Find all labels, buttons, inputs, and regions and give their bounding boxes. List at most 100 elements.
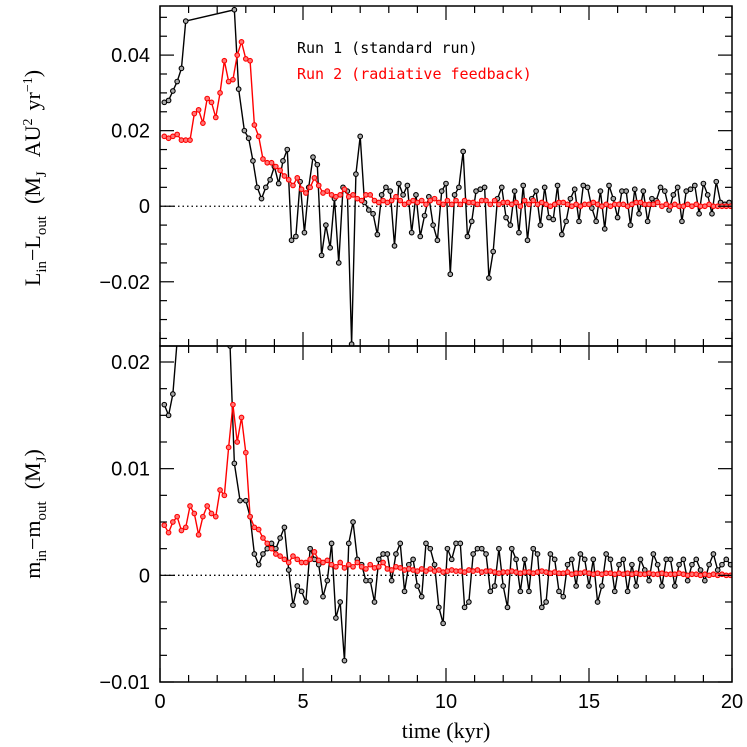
top-series-2-point — [217, 90, 223, 96]
bottom-series-1-point — [483, 551, 489, 557]
bottom-series-1-point — [298, 588, 305, 595]
top-series-2-point — [230, 76, 236, 83]
top-series-2-point — [208, 99, 215, 106]
top-series-2-point — [285, 176, 292, 183]
bottom-series-1-point — [367, 577, 374, 584]
top-series-2-point — [303, 190, 309, 196]
bottom-series-1-point — [607, 556, 614, 563]
top-series-1-point — [464, 233, 471, 240]
top-series-1-point — [404, 182, 411, 189]
bottom-series-1-point — [590, 556, 597, 563]
bottom-series-1-point — [521, 556, 528, 563]
top-series-1-point — [486, 275, 492, 281]
bottom-series-1-point — [560, 593, 567, 600]
top-series-1-point — [498, 184, 505, 191]
top-series-1-point — [644, 218, 651, 225]
bottom-series-1-point — [616, 561, 622, 568]
top-series-2-point — [350, 192, 356, 198]
bottom-series-2-point — [436, 567, 442, 573]
top-series-1-point — [640, 188, 647, 194]
bottom-series-1-point — [689, 561, 695, 568]
top-series-2-point — [388, 197, 395, 204]
bottom-series-1-point — [341, 657, 348, 664]
top-series-1-point — [704, 192, 711, 198]
top-series-1-point — [370, 210, 376, 217]
bottom-series-1-point — [680, 556, 687, 563]
top-series-1-point — [301, 229, 308, 236]
top-series-1-point — [456, 184, 462, 191]
top-series-2-point — [431, 195, 438, 202]
top-series-2-point — [195, 107, 202, 113]
top-series-1-point — [589, 205, 595, 211]
bottom-series-2-point — [268, 545, 275, 552]
bottom-series-1-point — [500, 583, 507, 589]
top-series-1-point — [262, 184, 269, 191]
top-series-2-point — [491, 197, 498, 204]
bottom-series-2-point — [225, 444, 232, 451]
top-series-1-point — [323, 222, 329, 228]
bottom-series-1-point — [530, 545, 537, 552]
bottom-series-1-point — [277, 535, 283, 541]
top-series-1-point — [178, 65, 185, 72]
bottom-series-2-point — [208, 510, 215, 517]
bottom-series-1-point — [538, 604, 545, 611]
top-series-1-point — [460, 148, 467, 155]
bottom-series-1-point — [410, 556, 416, 563]
bottom-series-1-point — [671, 583, 678, 589]
bottom-series-1-point — [478, 545, 485, 552]
bottom-series-1-point — [504, 604, 511, 611]
bottom-series-2-point — [337, 559, 344, 566]
bottom-series-2-point — [195, 531, 202, 538]
top-series-1-point — [241, 127, 248, 134]
top-series-1-point — [503, 214, 509, 221]
bottom-series-1-point — [547, 551, 554, 557]
top-series-2-point — [457, 201, 464, 208]
top-series-1-point — [550, 216, 557, 223]
top-series-1-point — [250, 158, 256, 164]
top-series-2-point — [367, 192, 374, 198]
top-series-1-point — [417, 233, 424, 240]
top-series-1-point — [383, 184, 389, 191]
bottom-series-1-point — [307, 545, 314, 552]
bottom-series-1-point — [461, 604, 468, 611]
top-series-1-point — [516, 229, 522, 236]
bottom-series-1-point — [633, 583, 640, 589]
top-series-1-point — [374, 231, 381, 238]
top-series-1-point — [284, 146, 291, 153]
top-series-1-point — [537, 222, 544, 228]
bottom-series-1-point — [517, 588, 524, 595]
top-y-ticks: −0.02 0 0.02 0.04 — [99, 6, 733, 346]
bottom-series-1-point — [444, 545, 451, 552]
bottom-series-1-point — [620, 556, 627, 563]
xtick-label: 10 — [435, 691, 457, 713]
top-series-2-point — [281, 173, 288, 179]
top-series-2-point — [341, 186, 348, 193]
top-series-1-point — [490, 248, 497, 255]
bottom-series-2-point — [324, 557, 331, 564]
top-ytick-label: 0 — [139, 196, 150, 218]
bottom-series-1-point — [603, 551, 610, 557]
top-series-2-point — [174, 131, 181, 138]
top-series-1-point — [670, 192, 677, 198]
bottom-series-1-point — [175, 338, 180, 343]
top-series-2-point — [234, 52, 241, 58]
top-series-2-point — [453, 197, 459, 204]
top-series-1-point — [387, 188, 394, 194]
bottom-series-2-point — [363, 566, 369, 572]
top-series-1-point — [614, 214, 621, 221]
top-series-1-point — [170, 88, 176, 94]
x-ticks: 0 5 10 15 20 — [154, 346, 743, 713]
bottom-series-2-point — [461, 569, 468, 575]
top-ytick-label: 0.04 — [111, 45, 150, 67]
top-series-2-point — [397, 197, 404, 204]
top-series-1-point — [554, 182, 561, 189]
bottom-series-1-point — [611, 588, 618, 595]
top-series-1-point — [182, 18, 189, 24]
top-series-1-point — [318, 252, 325, 259]
top-series-1-point — [524, 237, 531, 244]
top-series-1-point — [623, 188, 630, 194]
top-series-2-point — [307, 184, 314, 191]
bottom-series-1-point — [242, 497, 249, 504]
bottom-series-1-point — [466, 599, 472, 605]
top-series-2-point — [654, 199, 661, 206]
